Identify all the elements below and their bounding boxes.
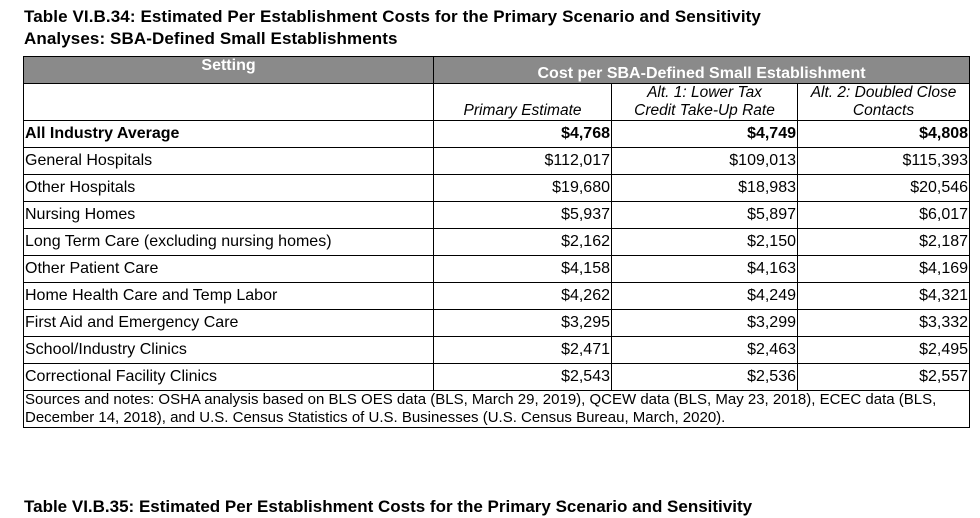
alt2-cell: $2,557 <box>796 363 971 391</box>
alt1-cell: $109,013 <box>611 147 798 175</box>
table-body: All Industry Average $4,768 $4,749 $4,808 Ge… <box>23 120 971 391</box>
primary-estimate-cell: $2,162 <box>433 228 612 256</box>
setting-cell: School/Industry Clinics <box>23 336 434 364</box>
primary-estimate-cell: $2,543 <box>433 363 612 391</box>
table-row: Long Term Care (excluding nursing homes)… <box>23 228 971 256</box>
alt2-cell: $2,495 <box>796 336 971 364</box>
primary-estimate-cell: $112,017 <box>433 147 612 175</box>
alt2-cell: $4,321 <box>796 282 971 310</box>
table-row: First Aid and Emergency Care $3,295 $3,299… <box>23 309 971 337</box>
alt2-cell: $6,017 <box>796 201 971 229</box>
setting-cell: Long Term Care (excluding nursing homes) <box>23 228 434 256</box>
setting-cell: Nursing Homes <box>23 201 434 229</box>
primary-estimate-cell: $4,768 <box>433 120 612 148</box>
primary-estimate-cell: $4,262 <box>433 282 612 310</box>
setting-cell: Correctional Facility Clinics <box>23 363 434 391</box>
setting-cell: Other Patient Care <box>23 255 434 283</box>
alt1-header-line1: Alt. 1: Lower Tax <box>647 84 762 102</box>
table-row: Correctional Facility Clinics $2,543 $2,53… <box>23 363 971 391</box>
primary-estimate-cell: $4,158 <box>433 255 612 283</box>
alt2-cell: $4,808 <box>796 120 971 148</box>
alt1-header-line2: Credit Take-Up Rate <box>634 102 775 119</box>
alt1-cell: $2,536 <box>611 363 798 391</box>
primary-estimate-cell: $2,471 <box>433 336 612 364</box>
alt1-cell: $3,299 <box>611 309 798 337</box>
setting-cell: First Aid and Emergency Care <box>23 309 434 337</box>
table-row: Other Hospitals $19,680 $18,983 $20,546 <box>23 174 971 202</box>
setting-cell: General Hospitals <box>23 147 434 175</box>
alt1-cell: $4,163 <box>611 255 798 283</box>
sources-notes: Sources and notes: OSHA analysis based o… <box>22 390 971 428</box>
setting-cell: All Industry Average <box>23 120 434 148</box>
table-row: All Industry Average $4,768 $4,749 $4,808 <box>23 120 971 148</box>
alt2-cell: $115,393 <box>796 147 971 175</box>
alt1-cell: $4,749 <box>611 120 798 148</box>
alt2-cell: $20,546 <box>796 174 971 202</box>
primary-estimate-cell: $5,937 <box>433 201 612 229</box>
table-title-line2: Analyses: SBA-Defined Small Establishmen… <box>24 29 398 48</box>
alt1-cell: $18,983 <box>611 174 798 202</box>
alt2-header-line2: Contacts <box>852 102 915 119</box>
alt2-cell: $2,187 <box>796 228 971 256</box>
alt2-cell: $3,332 <box>796 309 971 337</box>
table-row: School/Industry Clinics $2,471 $2,463 $2,49… <box>23 336 971 364</box>
header-row: Setting Cost per SBA-Defined Small Estab… <box>23 56 971 84</box>
table-title-line1: Table VI.B.34: Estimated Per Establishme… <box>24 7 761 26</box>
alt2-header: Alt. 2: Doubled Close Contacts <box>796 83 971 121</box>
table-row: Other Patient Care $4,158 $4,163 $4,169 <box>23 255 971 283</box>
primary-estimate-cell: $19,680 <box>433 174 612 202</box>
table-row: Home Health Care and Temp Labor $4,262 $4,… <box>23 282 971 310</box>
setting-cell: Other Hospitals <box>23 174 434 202</box>
alt1-cell: $2,150 <box>611 228 798 256</box>
notes-row: Sources and notes: OSHA analysis based o… <box>22 390 971 428</box>
next-table-title: Table VI.B.35: Estimated Per Establishme… <box>24 497 753 516</box>
cost-table: Setting Cost per SBA-Defined Small Estab… <box>22 56 971 428</box>
blank-subheader <box>23 83 434 121</box>
table-row: General Hospitals $112,017 $109,013 $115,39… <box>23 147 971 175</box>
primary-estimate-header: Primary Estimate <box>433 83 612 121</box>
alt1-cell: $4,249 <box>611 282 798 310</box>
table-title: Table VI.B.34: Estimated Per Establishme… <box>24 6 974 50</box>
alt2-cell: $4,169 <box>796 255 971 283</box>
alt1-header: Alt. 1: Lower Tax Credit Take-Up Rate <box>611 83 798 121</box>
primary-estimate-cell: $3,295 <box>433 309 612 337</box>
cost-group-header: Cost per SBA-Defined Small Establishment <box>432 56 971 84</box>
alt1-cell: $5,897 <box>611 201 798 229</box>
setting-header: Setting <box>23 56 434 84</box>
alt2-header-line1: Alt. 2: Doubled Close <box>810 84 957 102</box>
table-row: Nursing Homes $5,937 $5,897 $6,017 <box>23 201 971 229</box>
setting-cell: Home Health Care and Temp Labor <box>23 282 434 310</box>
subheader-row: Primary Estimate Alt. 1: Lower Tax Credi… <box>23 83 971 121</box>
alt1-cell: $2,463 <box>611 336 798 364</box>
